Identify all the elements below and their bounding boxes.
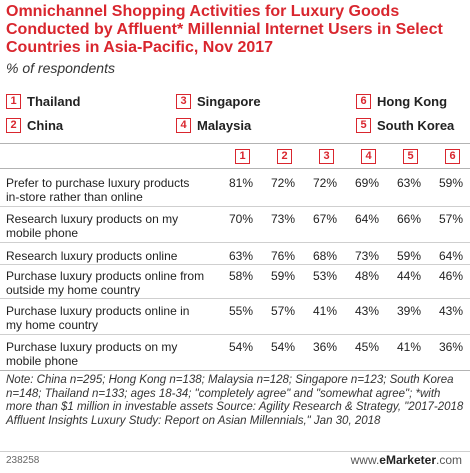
legend-label: South Korea — [377, 118, 455, 133]
table-cell: 57% — [438, 212, 464, 226]
table-cell: 43% — [354, 304, 380, 318]
legend-item-south-korea: 5 South Korea — [356, 118, 454, 133]
table-cell: 68% — [312, 249, 338, 263]
row-label: Prefer to purchase luxury products in-st… — [6, 176, 190, 204]
row-label: Research luxury products online — [6, 249, 178, 263]
table-cell: 36% — [312, 340, 338, 354]
row-divider — [0, 242, 470, 243]
table-cell: 58% — [228, 269, 254, 283]
table-cell: 64% — [354, 212, 380, 226]
brand-logo: www.eMarketer.com — [351, 453, 462, 467]
legend-item-singapore: 3 Singapore — [176, 94, 261, 109]
table-cell: 73% — [270, 212, 296, 226]
table-cell: 39% — [396, 304, 422, 318]
table-cell: 72% — [312, 176, 338, 190]
legend-label: Singapore — [197, 94, 261, 109]
row-label: Purchase luxury products on my mobile ph… — [6, 340, 178, 368]
table-cell: 46% — [438, 269, 464, 283]
table-cell: 64% — [438, 249, 464, 263]
legend-number-box: 5 — [356, 118, 371, 133]
table-cell: 67% — [312, 212, 338, 226]
table-cell: 53% — [312, 269, 338, 283]
table-cell: 54% — [228, 340, 254, 354]
column-header-3: 3 — [319, 149, 334, 164]
table-cell: 54% — [270, 340, 296, 354]
legend-label: Hong Kong — [377, 94, 448, 109]
brand-suffix: .com — [435, 453, 462, 467]
row-divider — [0, 298, 470, 299]
table-cell: 63% — [228, 249, 254, 263]
table-cell: 41% — [396, 340, 422, 354]
table-cell: 44% — [396, 269, 422, 283]
column-header-2: 2 — [277, 149, 292, 164]
column-header-4: 4 — [361, 149, 376, 164]
table-top-divider — [0, 143, 470, 144]
table-cell: 59% — [396, 249, 422, 263]
table-cell: 69% — [354, 176, 380, 190]
row-label: Purchase luxury products online in my ho… — [6, 304, 190, 332]
legend-label: China — [27, 118, 64, 133]
table-cell: 81% — [228, 176, 254, 190]
table-cell: 59% — [270, 269, 296, 283]
table-cell: 43% — [438, 304, 464, 318]
table-cell: 41% — [312, 304, 338, 318]
row-divider — [0, 206, 470, 207]
header-divider — [0, 168, 470, 169]
table-cell: 73% — [354, 249, 380, 263]
table-bottom-divider — [0, 370, 470, 371]
table-cell: 45% — [354, 340, 380, 354]
row-label: Purchase luxury products online from out… — [6, 269, 205, 297]
legend-item-china: 2 China — [6, 118, 63, 133]
table-cell: 70% — [228, 212, 254, 226]
table-cell: 66% — [396, 212, 422, 226]
table-cell: 76% — [270, 249, 296, 263]
chart-title: Omnichannel Shopping Activities for Luxu… — [6, 3, 443, 56]
legend-item-hong-kong: 6 Hong Kong — [356, 94, 447, 109]
table-cell: 55% — [228, 304, 254, 318]
chart-id: 238258 — [6, 455, 40, 466]
table-cell: 63% — [396, 176, 422, 190]
table-cell: 48% — [354, 269, 380, 283]
brand-name: eMarketer — [379, 453, 436, 467]
legend-label: Thailand — [27, 94, 81, 109]
chart-subtitle: % of respondents — [6, 60, 115, 76]
table-cell: 57% — [270, 304, 296, 318]
legend-label: Malaysia — [197, 118, 252, 133]
column-header-1: 1 — [235, 149, 250, 164]
source-note: Note: China n=295; Hong Kong n=138; Mala… — [6, 374, 464, 427]
table-cell: 72% — [270, 176, 296, 190]
legend-item-malaysia: 4 Malaysia — [176, 118, 251, 133]
table-cell: 59% — [438, 176, 464, 190]
legend-number-box: 3 — [176, 94, 191, 109]
row-divider — [0, 334, 470, 335]
column-header-6: 6 — [445, 149, 460, 164]
legend-number-box: 6 — [356, 94, 371, 109]
table-cell: 36% — [438, 340, 464, 354]
legend-item-thailand: 1 Thailand — [6, 94, 80, 109]
legend-number-box: 4 — [176, 118, 191, 133]
column-header-5: 5 — [403, 149, 418, 164]
row-label: Research luxury products on my mobile ph… — [6, 212, 179, 240]
legend-number-box: 1 — [6, 94, 21, 109]
brand-prefix: www. — [350, 453, 380, 467]
footer-divider — [0, 451, 470, 452]
row-divider — [0, 264, 470, 265]
legend-number-box: 2 — [6, 118, 21, 133]
